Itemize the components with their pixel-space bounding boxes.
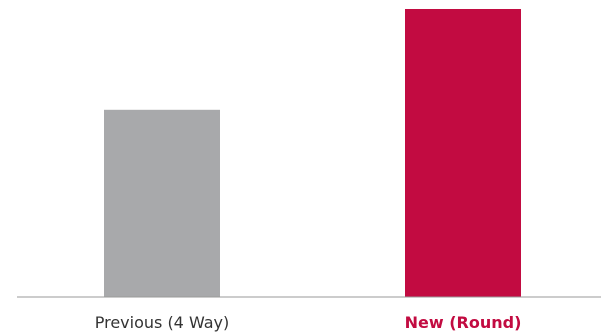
bar-1 (104, 109, 220, 297)
x-tick-label: New (Round) (405, 313, 522, 332)
bar-2 (405, 9, 521, 297)
x-tick-labels: Previous (4 Way) New (Round) (95, 313, 522, 332)
bars-group (104, 9, 521, 297)
x-tick-label: Previous (4 Way) (95, 313, 230, 332)
